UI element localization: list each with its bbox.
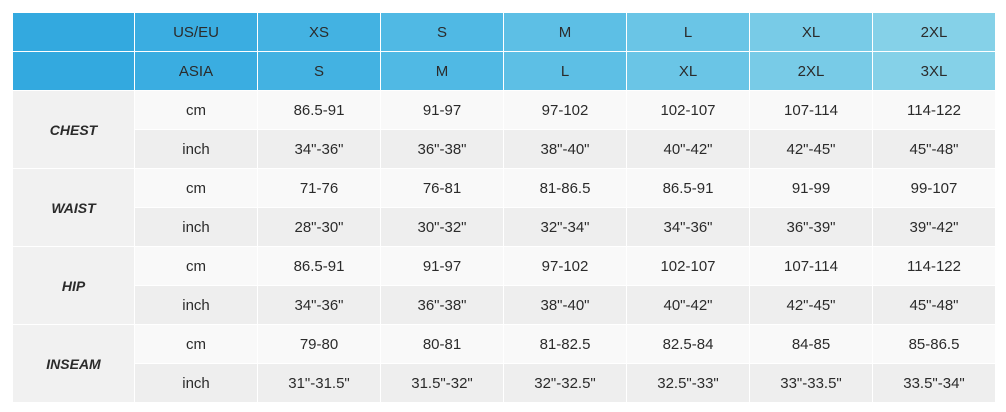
size-header: 3XL xyxy=(872,51,996,91)
size-value: 36"-39" xyxy=(749,207,873,247)
size-value: 38"-40" xyxy=(503,129,627,169)
measure-name: CHEST xyxy=(12,90,135,169)
size-value: 45"-48" xyxy=(872,285,996,325)
size-value: 99-107 xyxy=(872,168,996,208)
size-value: 33"-33.5" xyxy=(749,363,873,403)
size-value: 71-76 xyxy=(257,168,381,208)
size-value: 45"-48" xyxy=(872,129,996,169)
header-row: ASIA S M L XL 2XL 3XL xyxy=(12,51,996,91)
unit-label: inch xyxy=(134,363,258,403)
size-value: 97-102 xyxy=(503,246,627,286)
size-header: L xyxy=(503,51,627,91)
measure-row: CHEST cm 86.5-91 91-97 97-102 102-107 107-114 1… xyxy=(12,90,996,169)
size-value: 81-82.5 xyxy=(503,324,627,364)
size-value: 80-81 xyxy=(380,324,504,364)
unit-label: inch xyxy=(134,129,258,169)
measure-row: inch 28"-30" 30"-32" 32"-34" 34"-36" 36"-39" 3… xyxy=(13,207,996,247)
size-value: 97-102 xyxy=(503,90,627,130)
size-value: 86.5-91 xyxy=(257,90,381,130)
size-value: 34"-36" xyxy=(257,285,381,325)
unit-label: cm xyxy=(134,168,258,208)
size-value: 36"-38" xyxy=(380,285,504,325)
size-header: S xyxy=(380,12,504,52)
size-header: L xyxy=(626,12,750,52)
size-header: M xyxy=(380,51,504,91)
size-value: 102-107 xyxy=(626,246,750,286)
size-value: 32.5"-33" xyxy=(626,363,750,403)
size-value: 28"-30" xyxy=(257,207,381,247)
size-chart: US/EU XS S M L XL 2XL ASIA S M L XL 2XL 3XL CHEST cm 86.… xyxy=(12,12,996,403)
size-value: 32"-34" xyxy=(503,207,627,247)
size-value: 107-114 xyxy=(749,90,873,130)
size-value: 82.5-84 xyxy=(626,324,750,364)
size-table: US/EU XS S M L XL 2XL ASIA S M L XL 2XL 3XL CHEST cm 86.… xyxy=(12,12,996,403)
size-value: 31"-31.5" xyxy=(257,363,381,403)
size-value: 81-86.5 xyxy=(503,168,627,208)
measure-row: inch 34"-36" 36"-38" 38"-40" 40"-42" 42"-45" 4… xyxy=(13,285,996,325)
size-header: M xyxy=(503,12,627,52)
size-value: 85-86.5 xyxy=(872,324,996,364)
size-header: XS xyxy=(257,12,381,52)
size-value: 42"-45" xyxy=(749,285,873,325)
measure-name: WAIST xyxy=(12,168,135,247)
size-value: 40"-42" xyxy=(626,285,750,325)
region-label: US/EU xyxy=(134,12,258,52)
unit-label: inch xyxy=(134,285,258,325)
measure-row: INSEAM cm 79-80 80-81 81-82.5 82.5-84 84-85 85-… xyxy=(12,324,996,403)
size-value: 107-114 xyxy=(749,246,873,286)
size-header: XL xyxy=(749,12,873,52)
size-value: 33.5"-34" xyxy=(872,363,996,403)
size-value: 34"-36" xyxy=(257,129,381,169)
size-value: 91-97 xyxy=(380,246,504,286)
size-value: 91-99 xyxy=(749,168,873,208)
size-header: 2XL xyxy=(749,51,873,91)
measure-name: INSEAM xyxy=(12,324,135,403)
size-value: 32"-32.5" xyxy=(503,363,627,403)
size-value: 38"-40" xyxy=(503,285,627,325)
size-value: 36"-38" xyxy=(380,129,504,169)
unit-label: cm xyxy=(134,90,258,130)
measure-row: inch 31"-31.5" 31.5"-32" 32"-32.5" 32.5"-33"… xyxy=(13,363,996,403)
size-header: XL xyxy=(626,51,750,91)
size-value: 91-97 xyxy=(380,90,504,130)
unit-label: cm xyxy=(134,246,258,286)
measure-name: HIP xyxy=(12,246,135,325)
size-value: 31.5"-32" xyxy=(380,363,504,403)
size-header: 2XL xyxy=(872,12,996,52)
size-value: 30"-32" xyxy=(380,207,504,247)
measure-row: WAIST cm 71-76 76-81 81-86.5 86.5-91 91-99 99-1… xyxy=(12,168,996,247)
size-value: 86.5-91 xyxy=(626,168,750,208)
table-body: US/EU XS S M L XL 2XL ASIA S M L XL 2XL 3XL CHEST cm 86.… xyxy=(12,12,996,403)
size-value: 84-85 xyxy=(749,324,873,364)
measure-row: HIP cm 86.5-91 91-97 97-102 102-107 107-114 114… xyxy=(12,246,996,325)
header-blank-cell xyxy=(12,51,135,91)
size-value: 34"-36" xyxy=(626,207,750,247)
size-value: 40"-42" xyxy=(626,129,750,169)
region-label: ASIA xyxy=(134,51,258,91)
size-value: 42"-45" xyxy=(749,129,873,169)
size-value: 79-80 xyxy=(257,324,381,364)
size-header: S xyxy=(257,51,381,91)
size-value: 114-122 xyxy=(872,90,996,130)
unit-label: cm xyxy=(134,324,258,364)
size-value: 114-122 xyxy=(872,246,996,286)
header-blank-cell xyxy=(12,12,135,52)
header-row: US/EU XS S M L XL 2XL xyxy=(12,12,996,52)
unit-label: inch xyxy=(134,207,258,247)
size-value: 39"-42" xyxy=(872,207,996,247)
size-value: 102-107 xyxy=(626,90,750,130)
size-value: 76-81 xyxy=(380,168,504,208)
size-value: 86.5-91 xyxy=(257,246,381,286)
measure-row: inch 34"-36" 36"-38" 38"-40" 40"-42" 42"-45" 4… xyxy=(13,129,996,169)
